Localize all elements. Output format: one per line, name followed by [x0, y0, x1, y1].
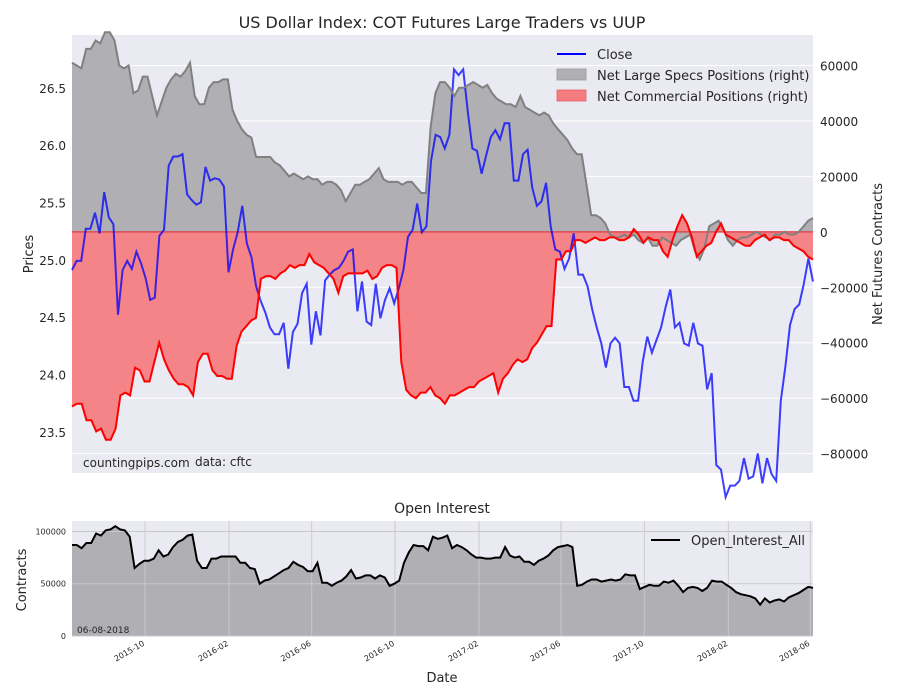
oi-y-axis-label: Contracts [15, 548, 30, 611]
y-tick-label: 24.5 [39, 311, 66, 325]
main-left-axis: 23.5 24.0 24.5 25.0 25.5 26.0 26.5 [39, 82, 66, 440]
oi-fill [72, 526, 813, 636]
specs-area [72, 32, 813, 260]
oi-area [72, 521, 814, 637]
date-annotation: 06-08-2018 [77, 626, 130, 636]
source-annotation: countingpips.com [83, 456, 190, 470]
main-y-axis-label: Prices [22, 235, 37, 274]
main-legend: Close Net Large Specs Positions (right) … [556, 48, 809, 105]
y2-tick-label: −40000 [820, 337, 868, 351]
oi-x-tick-label: 2017-10 [612, 639, 645, 664]
oi-x-tick-label: 2018-06 [778, 639, 811, 664]
oi-x-tick-label: 2018-02 [696, 639, 729, 664]
y-tick-label: 26.0 [39, 139, 66, 153]
commercial-area [72, 215, 813, 440]
oi-x-tick-label: 2016-06 [279, 639, 312, 664]
y-tick-label: 26.5 [39, 82, 66, 96]
y2-tick-label: −60000 [820, 392, 868, 406]
legend-close-label: Close [597, 48, 632, 63]
oi-y-tick-label: 0 [61, 632, 66, 641]
oi-y-axis: 0 50000 100000 [35, 527, 66, 641]
oi-x-tick-label: 2017-02 [447, 639, 480, 664]
y2-tick-label: −80000 [820, 448, 868, 462]
legend-commercial-swatch [556, 89, 587, 102]
oi-x-tick-label: 2017-06 [529, 639, 562, 664]
y2-tick-label: 20000 [820, 170, 858, 184]
y2-tick-label: 0 [820, 226, 828, 240]
oi-x-tick-label: 2016-10 [363, 639, 396, 664]
oi-y-tick-label: 50000 [41, 580, 66, 589]
main-right-axis: −80000 −60000 −40000 −20000 0 20000 40000 60000 [820, 59, 868, 461]
oi-x-tick-label: 2016-02 [197, 639, 230, 664]
y-tick-label: 23.5 [39, 426, 66, 440]
main-chart-title: US Dollar Index: COT Futures Large Trade… [239, 13, 646, 32]
legend-oi-label: Open_Interest_All [691, 534, 805, 549]
y-tick-label: 25.5 [39, 197, 66, 211]
oi-x-axis-label: Date [426, 671, 457, 686]
data-annotation: data: cftc [195, 455, 252, 469]
main-y2-axis-label: Net Futures Contracts [871, 183, 886, 325]
open-interest-title: Open Interest [394, 501, 490, 517]
y2-tick-label: −20000 [820, 281, 868, 295]
y-tick-label: 24.0 [39, 369, 66, 383]
oi-legend: Open_Interest_All [651, 534, 805, 549]
legend-specs-label: Net Large Specs Positions (right) [597, 69, 809, 84]
main-lines [71, 31, 814, 501]
y-tick-label: 25.0 [39, 254, 66, 268]
close-line [71, 66, 814, 501]
oi-x-axis: 2015-10 2016-02 2016-06 2016-10 2017-02 2017-… [113, 639, 812, 664]
oi-line [72, 524, 814, 607]
commercial-line [71, 212, 814, 441]
legend-commercial-label: Net Commercial Positions (right) [597, 90, 808, 105]
legend-specs-swatch [556, 68, 587, 81]
oi-x-tick-label: 2015-10 [113, 639, 146, 664]
specs-line [71, 31, 814, 262]
y2-tick-label: 40000 [820, 115, 858, 129]
oi-y-tick-label: 100000 [35, 527, 66, 536]
y2-tick-label: 60000 [820, 59, 858, 73]
